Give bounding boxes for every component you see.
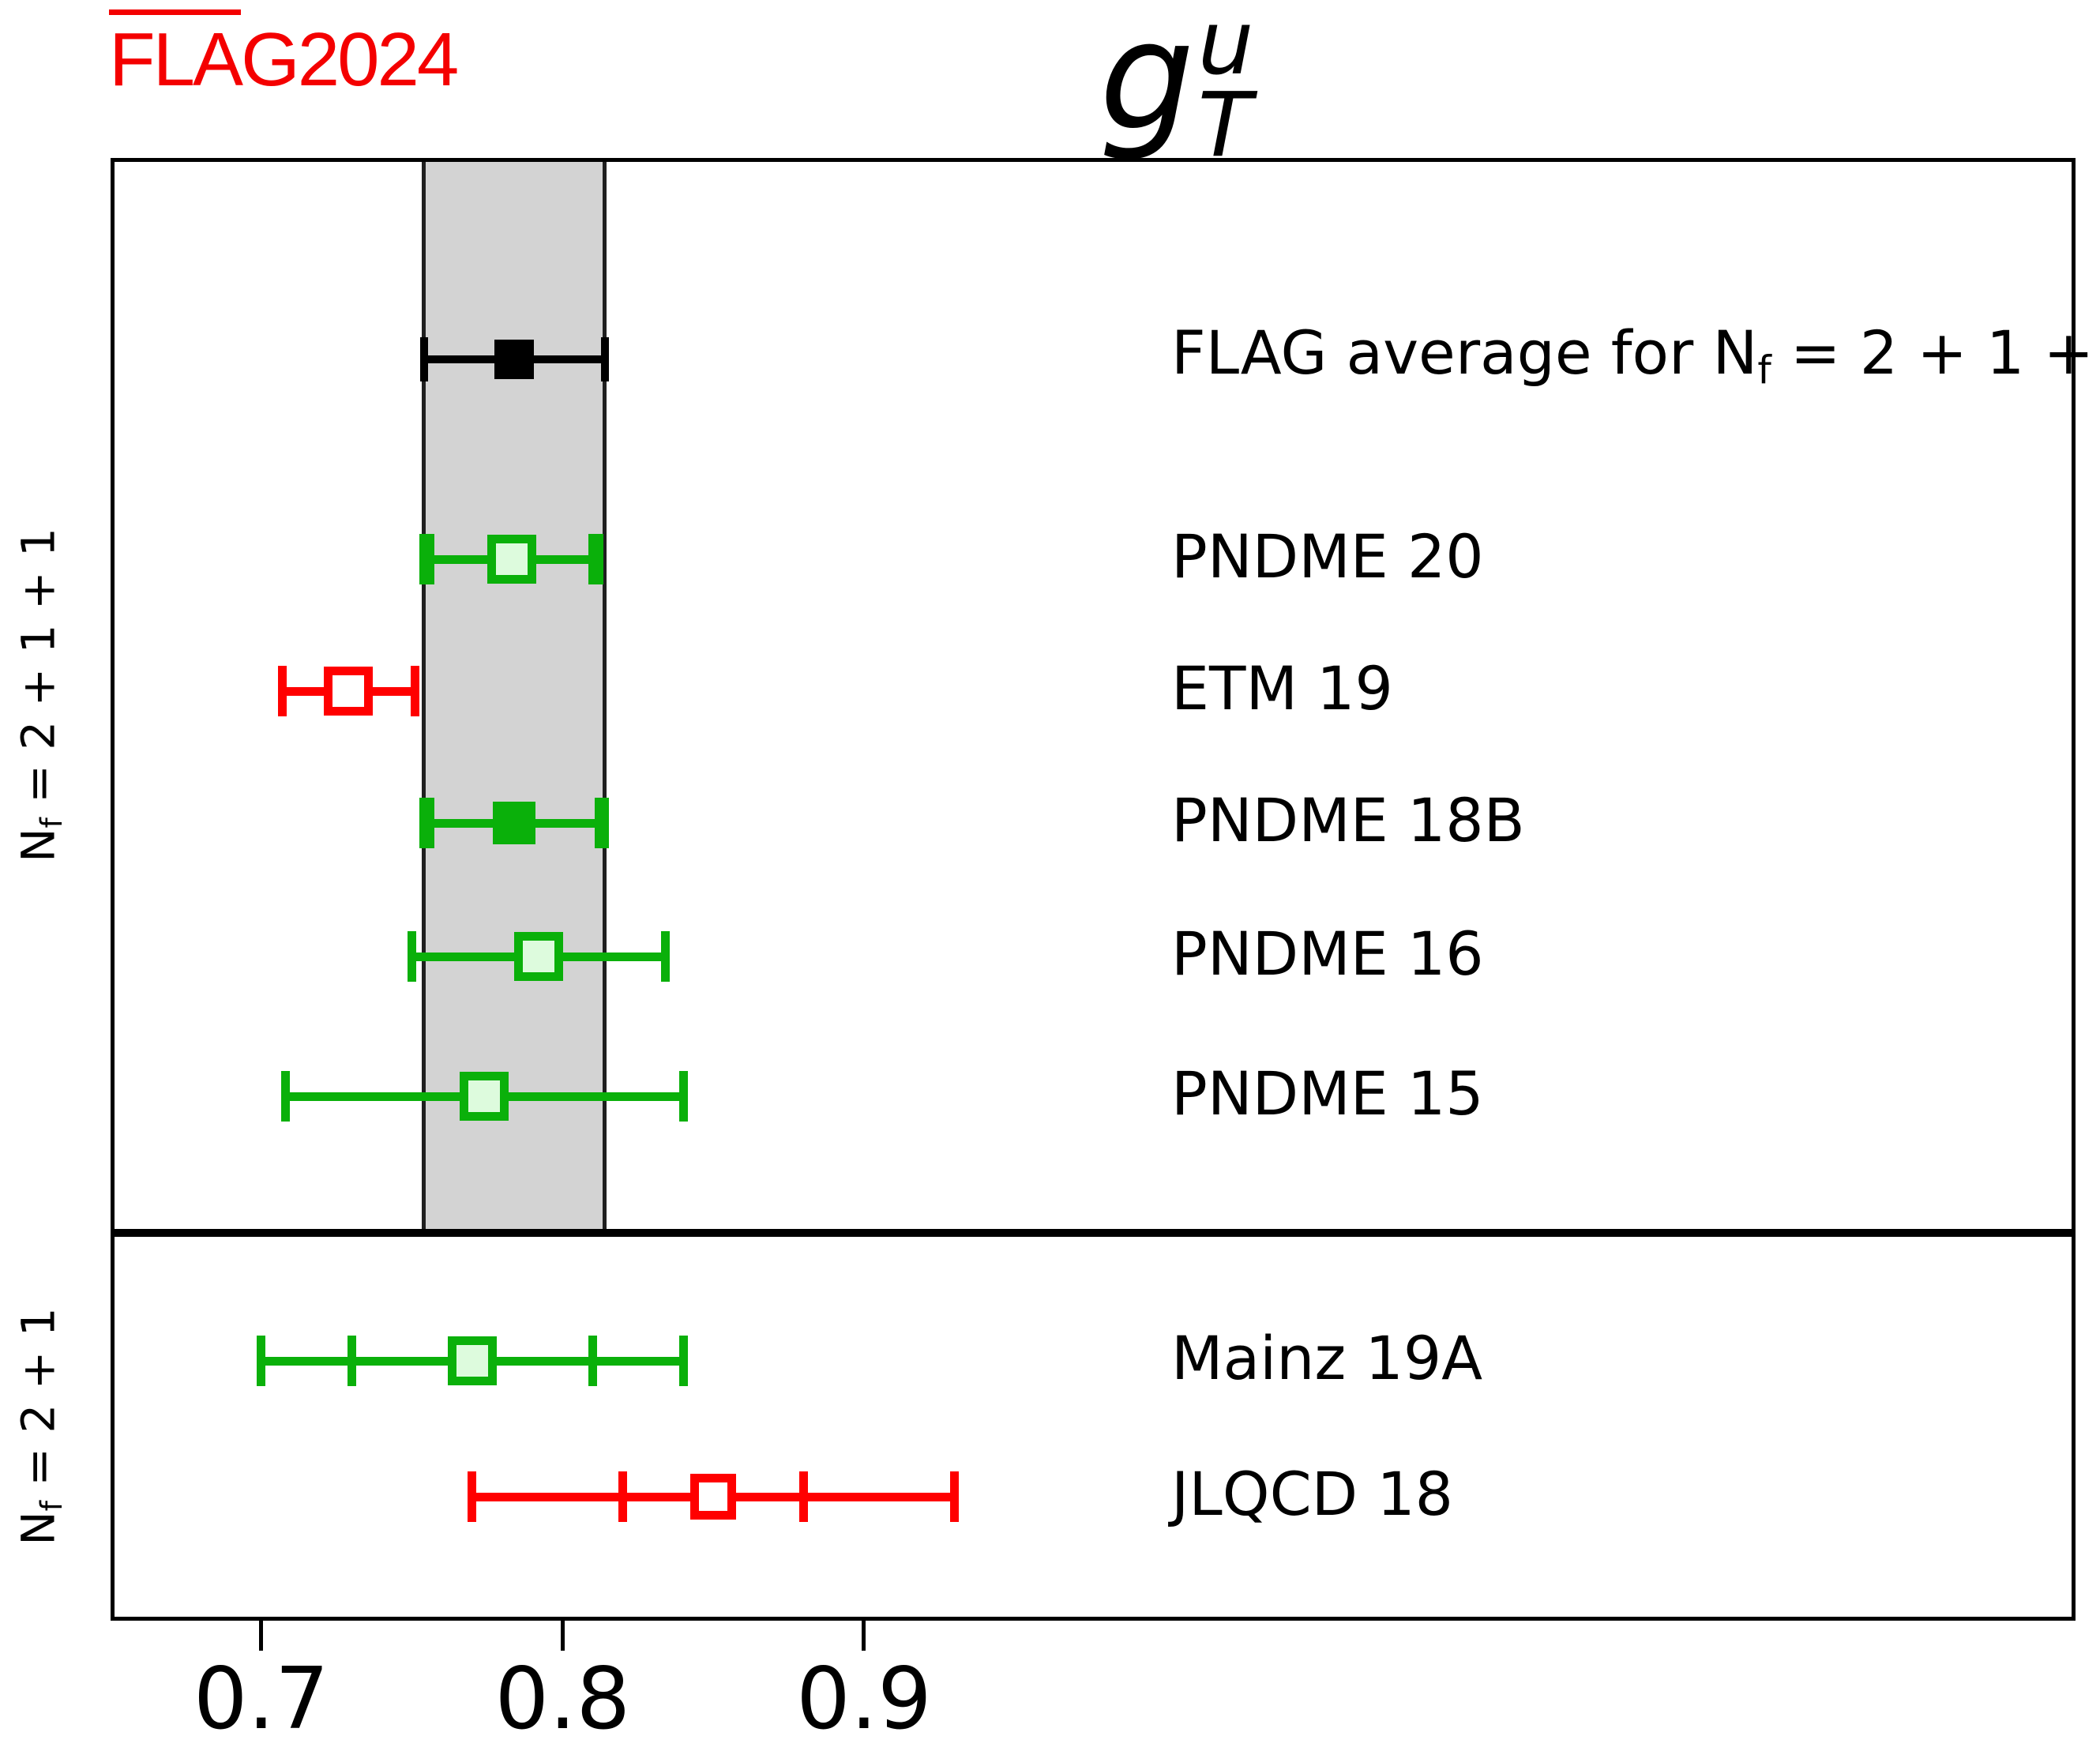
y-axis-label-nf-2-1: Nf = 2 + 1 xyxy=(11,1307,69,1545)
errorbar-cap-pndme-18b-3 xyxy=(594,798,603,848)
errorbar-cap-pndme-20-0 xyxy=(419,534,429,584)
row-label-pndme-16: PNDME 16 xyxy=(1171,923,1484,984)
y-axis-label-nf-2-1-1: Nf = 2 + 1 + 1 xyxy=(11,528,69,862)
title-symbol-g: g xyxy=(1099,0,1195,163)
label-text: Mainz 19A xyxy=(1171,1322,1483,1393)
x-tick-0.7 xyxy=(259,1621,264,1651)
errorbar-cap-pndme-15-0 xyxy=(280,1071,290,1122)
title-superscript-u: u xyxy=(1197,0,1254,95)
row-label-pndme-18b: PNDME 18B xyxy=(1171,790,1525,851)
label-text: ETM 19 xyxy=(1171,652,1393,723)
label-subscript: f xyxy=(33,817,69,829)
label-text: JLQCD 18 xyxy=(1171,1458,1454,1529)
flag-watermark-overlined: FLA xyxy=(109,9,243,102)
errorbar-cap-jlqcd-18-0 xyxy=(468,1471,477,1522)
errorbar-cap-pndme-20-3 xyxy=(588,534,598,584)
marker-jlqcd-18 xyxy=(690,1474,737,1520)
label-text: PNDME 15 xyxy=(1171,1058,1484,1129)
label-text: PNDME 16 xyxy=(1171,918,1484,989)
row-label-pndme-20: PNDME 20 xyxy=(1171,526,1484,587)
average-band xyxy=(423,162,605,1233)
x-tick-label-0.9: 0.9 xyxy=(796,1650,932,1749)
errorbar-cap-pndme-18b-1 xyxy=(600,798,610,848)
marker-pndme-16 xyxy=(513,932,563,981)
marker-mainz-19a xyxy=(447,1336,497,1385)
x-tick-label-0.7: 0.7 xyxy=(193,1650,329,1749)
row-label-pndme-15: PNDME 15 xyxy=(1171,1063,1484,1124)
errorbar-cap-mainz-19a-2 xyxy=(347,1336,356,1386)
errorbar-cap-mainz-19a-1 xyxy=(678,1336,688,1386)
label-text: PNDME 20 xyxy=(1171,520,1484,592)
label-text: FLAG average for N xyxy=(1171,318,1758,389)
x-tick-label-0.8: 0.8 xyxy=(494,1650,631,1749)
errorbar-cap-flag-average-nf-2-1-1-0 xyxy=(419,337,428,381)
row-label-flag-average-nf-2-1-1: FLAG average for Nf = 2 + 1 + 1 xyxy=(1171,323,2100,390)
errorbar-cap-pndme-20-2 xyxy=(425,534,434,584)
flag-watermark-year: G2024 xyxy=(241,17,459,102)
errorbar-cap-etm-19-1 xyxy=(410,666,419,716)
errorbar-cap-mainz-19a-3 xyxy=(588,1336,598,1386)
errorbar-cap-pndme-18b-2 xyxy=(425,798,434,848)
errorbar-cap-etm-19-0 xyxy=(278,666,287,716)
title-subscript-T: T xyxy=(1197,73,1253,177)
marker-etm-19 xyxy=(324,667,374,716)
chart-title: g u T xyxy=(1099,0,1254,177)
plot-frame xyxy=(111,158,2076,1621)
errorbar-cap-mainz-19a-0 xyxy=(257,1336,266,1386)
row-label-etm-19: ETM 19 xyxy=(1171,658,1393,719)
x-tick-0.8 xyxy=(560,1621,565,1651)
row-label-jlqcd-18: JLQCD 18 xyxy=(1171,1464,1453,1524)
row-label-mainz-19a: Mainz 19A xyxy=(1171,1328,1482,1388)
average-band-left-edge xyxy=(422,162,426,1233)
errorbar-cap-pndme-18b-0 xyxy=(419,798,429,848)
label-text: = 2 + 1 xyxy=(11,1307,66,1501)
label-text: N xyxy=(11,1511,66,1546)
label-subscript: f xyxy=(33,1501,69,1512)
errorbar-cap-jlqcd-18-2 xyxy=(618,1471,628,1522)
errorbar-cap-pndme-16-1 xyxy=(660,931,670,982)
label-text: PNDME 18B xyxy=(1171,784,1525,855)
title-scripts: u T xyxy=(1197,0,1254,177)
marker-pndme-15 xyxy=(460,1072,509,1121)
flag-watermark: FLAG2024 xyxy=(109,9,459,102)
label-subscript: f xyxy=(1757,347,1771,393)
errorbar-cap-jlqcd-18-1 xyxy=(949,1471,959,1522)
marker-flag-average-nf-2-1-1 xyxy=(494,340,535,379)
label-text: N xyxy=(11,828,66,862)
errorbar-cap-pndme-20-1 xyxy=(594,534,603,584)
average-band-right-edge xyxy=(603,162,607,1233)
panel-divider xyxy=(111,1229,2076,1237)
errorbar-cap-flag-average-nf-2-1-1-1 xyxy=(600,337,609,381)
errorbar-cap-jlqcd-18-3 xyxy=(799,1471,809,1522)
label-text: = 2 + 1 + 1 xyxy=(1790,318,2100,389)
x-tick-0.9 xyxy=(862,1621,866,1651)
marker-pndme-20 xyxy=(486,535,536,584)
errorbar-cap-pndme-16-0 xyxy=(408,931,417,982)
errorbar-cap-pndme-15-1 xyxy=(678,1071,688,1122)
marker-pndme-18b xyxy=(493,802,536,844)
label-text: = 2 + 1 + 1 xyxy=(11,528,66,818)
